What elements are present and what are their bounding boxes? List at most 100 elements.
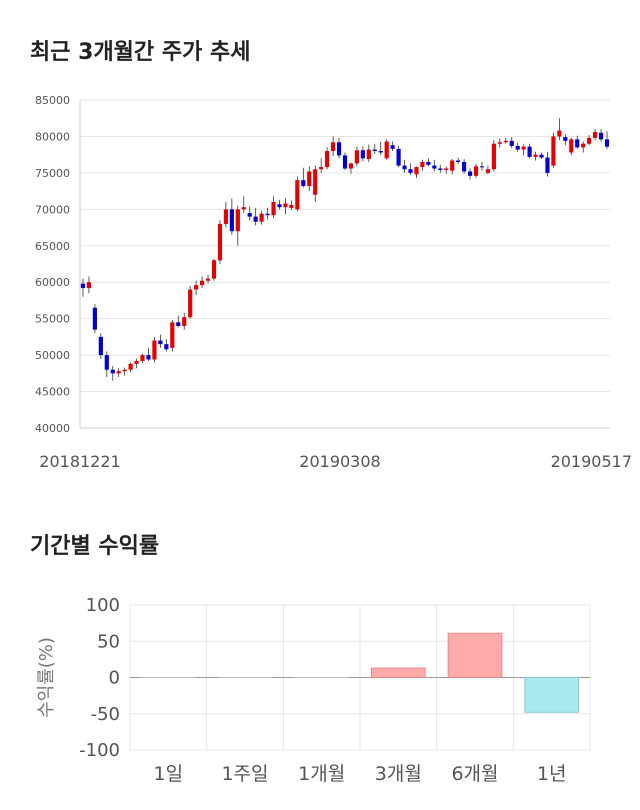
y-tick-label: 65000 [35, 240, 70, 253]
candle-body [503, 140, 508, 143]
y-tick-label: 75000 [35, 167, 70, 180]
x-date-label: 20190517 [551, 452, 632, 471]
return-bar [371, 667, 426, 679]
y-tick-label: 0 [109, 668, 120, 689]
candle-body [432, 165, 437, 169]
candle-body [283, 203, 288, 208]
candle-body [372, 149, 377, 152]
candle-body [277, 204, 282, 208]
candle-body [420, 161, 425, 168]
candlestick-chart: 85000 80000 75000 70000 65000 60000 55000 50000… [35, 94, 632, 471]
candle-body [539, 154, 544, 158]
candle-body [426, 161, 431, 165]
y-tick-label: -100 [79, 740, 120, 761]
candle-body [289, 204, 294, 208]
candle-body [158, 340, 163, 345]
y-tick-label: 55000 [35, 313, 70, 326]
y-tick-label: 50 [97, 631, 120, 652]
y-tick-label: -50 [91, 704, 120, 725]
candle-body [491, 143, 496, 170]
candle-body [438, 168, 443, 170]
candle-body [336, 142, 342, 156]
y-tick-label: 50000 [35, 349, 70, 362]
candle-body [194, 285, 199, 290]
x-date-label: 20190308 [299, 452, 380, 471]
candle-body [485, 169, 491, 173]
candle-body [402, 165, 407, 170]
candle-body [366, 149, 371, 160]
candle-body [515, 145, 520, 150]
candle-body [587, 137, 592, 144]
candle-body [581, 143, 586, 148]
return-bar [524, 677, 579, 713]
price-trend-title: 최근 3개월간 주가 추세 [30, 40, 251, 65]
candle-body [342, 155, 348, 169]
candle-body [235, 209, 240, 232]
y-tick-label: 100 [86, 595, 120, 616]
candle-body [557, 130, 562, 137]
return-bar [447, 632, 503, 679]
y-tick-label: 60000 [35, 276, 70, 289]
candle-body [390, 145, 395, 149]
candle-body [497, 142, 502, 144]
candle-body [348, 163, 354, 169]
candle-body [563, 137, 568, 141]
candle-body [80, 283, 86, 289]
candle-body [414, 167, 419, 175]
candle-body [110, 369, 115, 374]
candle-body [575, 139, 580, 148]
candle-body [253, 216, 258, 222]
candle-body [408, 169, 413, 173]
y-tick-label: 85000 [35, 94, 70, 107]
candle-body [593, 132, 598, 138]
candle-body [223, 209, 228, 224]
candle-body [360, 150, 365, 159]
candle-body [450, 160, 455, 171]
category-label: 1개월 [298, 763, 345, 785]
candle-body [122, 369, 127, 372]
y-tick-label: 80000 [35, 130, 70, 143]
category-label: 1주일 [221, 763, 268, 785]
candle-body [551, 136, 556, 166]
candle-body [211, 260, 217, 279]
candle-body [456, 160, 461, 162]
candle-body [146, 355, 151, 360]
candle-body [86, 282, 92, 289]
candle-body [384, 141, 389, 159]
candle-body [378, 151, 383, 153]
candle-body [569, 139, 574, 153]
candle-body [104, 355, 109, 370]
candle-body [444, 168, 449, 170]
candle-body [134, 360, 139, 364]
candle-body [259, 213, 264, 222]
y-axis-label: 수익률(%) [36, 637, 57, 718]
candle-body [301, 180, 306, 187]
candle-body [396, 148, 401, 166]
category-label: 3개월 [375, 763, 422, 785]
candle-body [164, 344, 169, 350]
candle-body [229, 209, 234, 232]
category-label: 6개월 [451, 763, 498, 785]
candle-body [604, 139, 610, 147]
candle-body [176, 322, 181, 326]
candle-body [170, 322, 175, 348]
candle-body [313, 169, 318, 195]
y-tick-label: 45000 [35, 386, 70, 399]
candle-body [307, 171, 312, 187]
candle-body [182, 317, 187, 326]
candle-body [521, 146, 526, 150]
candle-body [319, 167, 324, 170]
y-tick-label: 70000 [35, 203, 70, 216]
candle-body [331, 142, 336, 152]
returns-title: 기간별 수익률 [30, 534, 160, 559]
candle-body [462, 161, 467, 172]
candle-body [265, 213, 270, 216]
candle-body [116, 371, 121, 374]
candle-body [205, 278, 211, 281]
candle-body [509, 140, 514, 146]
candle-body [247, 212, 252, 217]
candle-body [271, 202, 276, 216]
candle-body [354, 150, 359, 164]
candle-body [92, 307, 97, 330]
